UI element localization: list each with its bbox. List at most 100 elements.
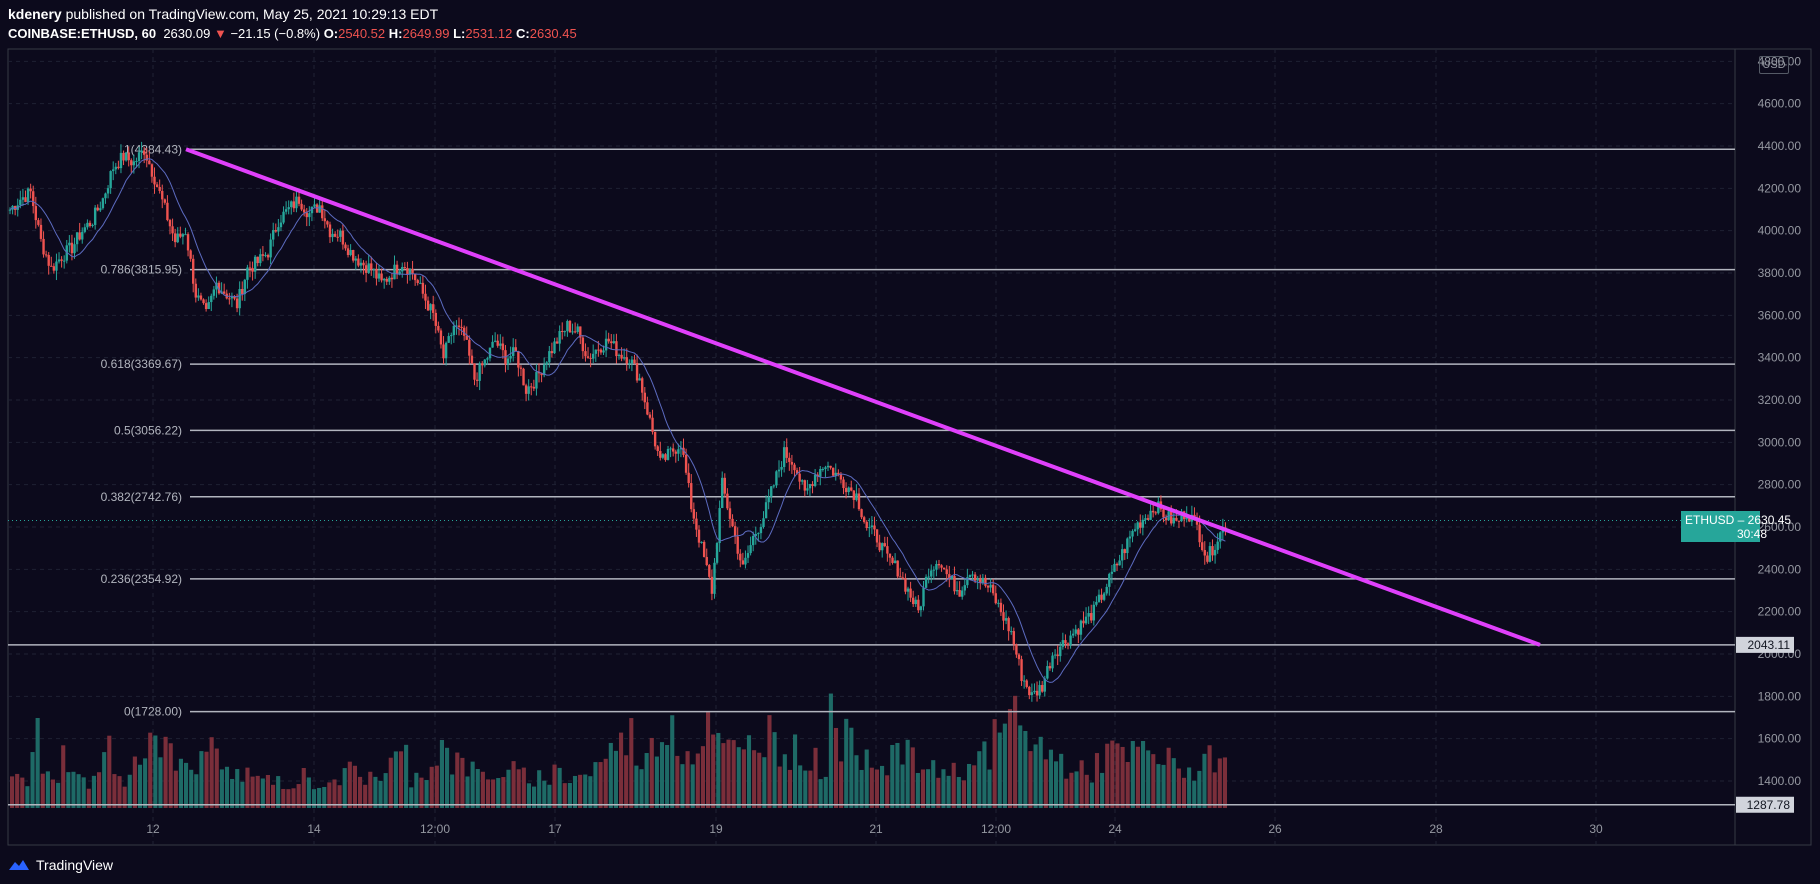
volume-bar: [1120, 746, 1125, 808]
price-tick-label: 3200.00: [1758, 393, 1802, 407]
candle-body: [1144, 518, 1147, 520]
candle-body: [628, 363, 631, 365]
volume-bar: [547, 784, 552, 808]
candle-body: [228, 298, 231, 300]
volume-bar: [839, 761, 844, 808]
candle-body: [1133, 529, 1137, 531]
candle-body: [142, 150, 146, 155]
candle-body: [1172, 517, 1176, 524]
symbol-label[interactable]: COINBASE:ETHUSD, 60: [8, 26, 157, 41]
volume-bar: [803, 770, 808, 808]
candle-body: [47, 255, 50, 266]
candle-body: [955, 590, 959, 592]
candle-body: [83, 227, 87, 232]
candle-body: [109, 171, 112, 189]
candle-body: [308, 213, 311, 218]
candle-body: [416, 280, 419, 283]
candle-body: [447, 336, 450, 343]
candle-body: [323, 218, 327, 222]
author-name[interactable]: kdenery: [8, 6, 62, 22]
candle-body: [243, 279, 247, 295]
volume-bar: [1166, 747, 1171, 808]
candle-body: [718, 508, 721, 544]
volume-bar: [1222, 757, 1227, 808]
chart-header: kdenery published on TradingView.com, Ma…: [8, 4, 577, 44]
candle-body: [91, 224, 94, 226]
candle-body: [545, 362, 548, 365]
volume-bar: [593, 762, 598, 808]
volume-bar: [1192, 780, 1197, 808]
candle-body: [558, 330, 561, 344]
candle-body: [34, 206, 38, 221]
volume-bar: [260, 778, 265, 808]
candle-body: [432, 304, 435, 313]
candle-body: [573, 331, 577, 333]
open-value: 2540.52: [338, 26, 386, 41]
candle-body: [571, 331, 574, 333]
volume-bar: [757, 752, 762, 808]
time-tick-label: 12: [146, 822, 160, 836]
candle-body: [519, 367, 523, 369]
volume-bar: [475, 769, 480, 808]
candle-body: [496, 340, 499, 346]
candle-body: [604, 338, 608, 351]
volume-bar: [1089, 782, 1094, 808]
candle-body: [878, 542, 881, 551]
fib-level-label: 0.382(2742.76): [101, 490, 182, 504]
candle-body: [653, 431, 657, 447]
candle-body: [166, 202, 169, 221]
brand-text[interactable]: TradingView: [36, 857, 114, 873]
candle-body: [886, 546, 889, 554]
price-axis-panel[interactable]: [1734, 48, 1812, 846]
candle-body: [568, 321, 572, 333]
candle-body: [462, 327, 466, 336]
ohlc-line: COINBASE:ETHUSD, 60 2630.09 ▼ −21.15 (−0…: [8, 24, 577, 44]
volume-bar: [368, 771, 373, 808]
trendline[interactable]: [185, 147, 1541, 647]
candlesticks: [8, 141, 1227, 702]
volume-bar: [741, 749, 746, 808]
tradingview-logo-icon[interactable]: [8, 858, 30, 872]
candle-body: [576, 326, 579, 332]
candle-body: [130, 160, 133, 166]
price-tick-label: 4200.00: [1758, 181, 1802, 195]
candle-body: [1120, 549, 1124, 561]
volume-bar: [398, 751, 404, 808]
candle-body: [749, 545, 752, 554]
candle-body: [790, 461, 794, 465]
candle-body: [1128, 536, 1132, 539]
volume-bar: [644, 753, 649, 808]
candle-body: [1211, 546, 1214, 556]
candle-body: [1164, 517, 1168, 521]
plot-frame: [7, 48, 1736, 846]
candle-body: [666, 448, 670, 460]
candle-body: [39, 224, 43, 239]
candle-body: [535, 372, 538, 389]
candle-body: [192, 258, 195, 284]
volume-bar: [895, 742, 900, 808]
candle-body: [421, 282, 425, 294]
candle-body: [295, 196, 298, 209]
price-tick-label: 1400.00: [1758, 774, 1802, 788]
candle-body: [452, 325, 456, 336]
volume-bar: [388, 757, 393, 808]
candle-body: [1177, 520, 1181, 522]
candle-body: [896, 560, 899, 577]
candle-body: [1082, 620, 1085, 624]
candle-body: [331, 233, 334, 238]
currency-unit-button[interactable]: USD: [1759, 56, 1789, 74]
candle-body: [233, 296, 236, 299]
volume-bar: [1028, 751, 1033, 808]
level-tags: 2043.11 1287.78: [1736, 636, 1794, 813]
price-tick-label: 2200.00: [1758, 605, 1802, 619]
candle-body: [364, 265, 368, 273]
volume-bar: [245, 767, 250, 808]
volume-bar: [859, 769, 864, 808]
volume-bar: [1043, 759, 1048, 808]
candle-body: [671, 448, 675, 452]
volume-bar: [833, 727, 839, 808]
volume-bar: [158, 757, 163, 808]
candle-body: [26, 188, 30, 202]
candle-body: [215, 282, 218, 290]
